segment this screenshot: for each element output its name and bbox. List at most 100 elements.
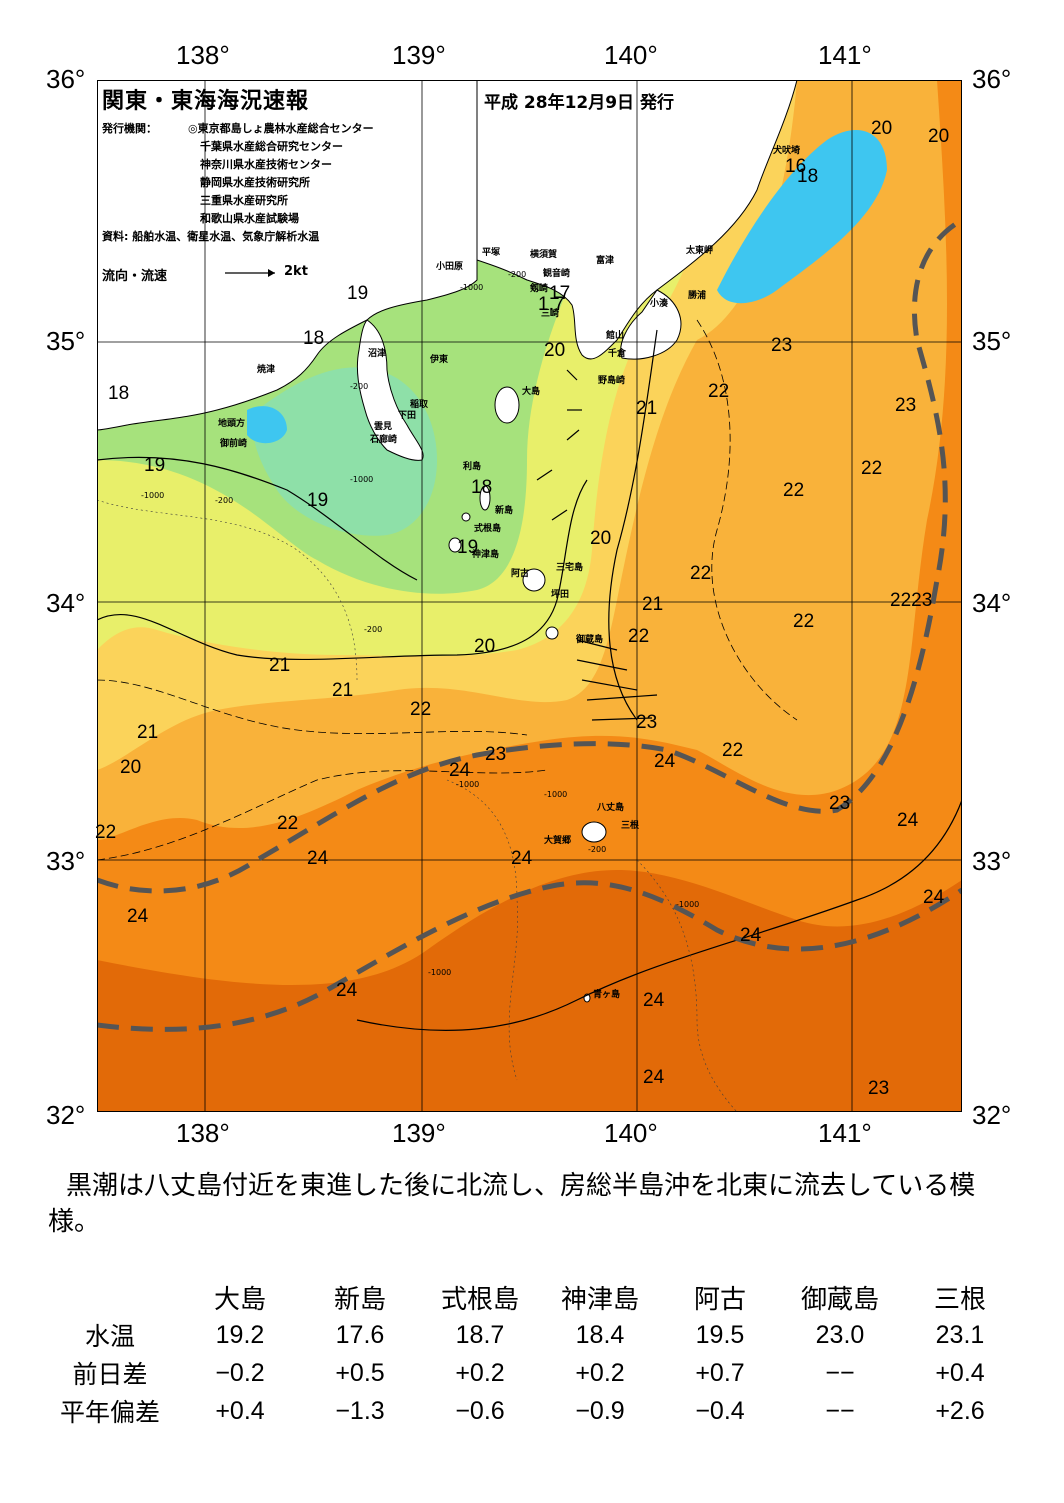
lat-label-32-left: 32° [46, 1100, 86, 1130]
depth-label: -200 [350, 382, 369, 391]
column-header: 大島 [213, 1284, 266, 1315]
column-header: 御蔵島 [800, 1284, 879, 1315]
place-hachijojima: 八丈島 [597, 803, 625, 813]
place-shikinejima: 式根島 [474, 524, 502, 534]
publisher-2: 千葉県水産総合研究センター [200, 140, 343, 153]
row-header: 前日差 [72, 1360, 148, 1389]
depth-label: -1000 [350, 475, 374, 484]
place-mitsune: 三根 [621, 821, 640, 831]
lat-label-33-left: 33° [46, 846, 86, 876]
temp-label: 20 [871, 118, 893, 139]
lon-label-139-bottom: 139° [392, 1118, 446, 1148]
island-miyakejima [522, 568, 546, 592]
column-header: 神津島 [560, 1284, 639, 1315]
zone-cold-izu [247, 406, 287, 444]
temp-label: 23 [829, 793, 851, 814]
temp-label: 23 [485, 744, 507, 765]
temp-label: 19 [144, 455, 166, 476]
current-arrow [591, 717, 653, 721]
island-shikinejima [461, 512, 471, 522]
table-cell: −0.4 [695, 1396, 745, 1425]
lat-label-36-right: 36° [972, 64, 1012, 94]
place-numazu: 沼津 [368, 349, 387, 359]
place-tateyama: 館山 [606, 331, 625, 341]
current-arrow [566, 429, 580, 441]
column-header: 阿古 [693, 1284, 746, 1315]
temp-label: 24 [307, 848, 329, 869]
place-nojimazaki: 野島崎 [598, 376, 626, 386]
temp-label: 22 [95, 822, 117, 843]
table-row: 水温 19.2 17.6 18.7 18.4 19.5 23.0 23.1 [40, 1316, 1020, 1354]
lat-label-32-right: 32° [972, 1100, 1012, 1130]
temp-label: 24 [127, 906, 149, 927]
temp-label: 20 [544, 340, 566, 361]
sea-temperature-map [97, 80, 962, 1112]
temp-label: 22 [277, 813, 299, 834]
lat-label-34-left: 34° [46, 588, 86, 618]
place-kominato: 小湊 [650, 299, 669, 309]
table-cell: −0.2 [215, 1358, 265, 1387]
place-tsubota: 坪田 [551, 590, 570, 600]
temp-label: 2223 [890, 590, 933, 611]
current-arrow [581, 679, 638, 691]
table-cell: 19.2 [215, 1320, 265, 1349]
publisher-1: ◎東京都島しょ農林水産総合センター [188, 122, 374, 135]
place-ako: 阿古 [511, 569, 530, 579]
table-cell: 23.0 [815, 1320, 865, 1349]
island-hachijojima [581, 821, 607, 843]
temp-label: 24 [336, 980, 358, 1001]
column-header: 式根島 [440, 1284, 519, 1315]
depth-label: -1000 [456, 780, 480, 789]
temp-label: 22 [690, 563, 712, 584]
place-niijima: 新島 [495, 506, 514, 516]
place-jitogata: 地頭方 [218, 419, 246, 429]
temp-label: 24 [654, 751, 676, 772]
isotherm-20-solid [97, 479, 588, 661]
temp-label: 24 [511, 848, 533, 869]
isotherm-21 [608, 329, 658, 721]
table-cell: +0.4 [935, 1358, 985, 1387]
temp-label: 22 [708, 381, 730, 402]
place-omaezaki: 御前崎 [220, 439, 248, 449]
temp-label: 17 [549, 283, 571, 304]
table-corner [40, 1278, 180, 1316]
map-title: 関東・東海海況速報 [102, 89, 310, 114]
lat-label-36-left: 36° [46, 64, 86, 94]
temp-label: 24 [643, 990, 665, 1011]
temp-label: 19 [457, 537, 479, 558]
temp-label: 22 [793, 611, 815, 632]
temp-label: 21 [642, 594, 664, 615]
temp-label: 22 [410, 699, 432, 720]
summary-text: 黒潮は八丈島付近を東進した後に北流し、房総半島沖を北東に流去している模様。 [48, 1171, 976, 1237]
depth-label: -1000 [141, 491, 165, 500]
place-kannonzaki: 観音崎 [543, 269, 571, 279]
temp-label: 18 [471, 477, 493, 498]
table-cell: +0.2 [455, 1358, 505, 1387]
temp-label: 24 [897, 810, 919, 831]
table-cell: −0.9 [575, 1396, 625, 1425]
temp-label: 24 [643, 1067, 665, 1088]
depth-label: -1000 [544, 790, 568, 799]
place-shimoda: 下田 [398, 411, 417, 421]
row-header: 水温 [84, 1322, 135, 1351]
publisher-label: 発行機関： [102, 122, 157, 135]
island-niijima [479, 485, 491, 511]
temp-label: 16 [785, 156, 807, 177]
place-ito: 伊東 [430, 355, 449, 365]
depth-label: -1000 [676, 900, 700, 909]
temp-label: 19 [307, 490, 329, 511]
temp-label: 21 [636, 398, 658, 419]
land-honshu [97, 80, 478, 431]
temp-label: 22 [722, 740, 744, 761]
table-cell: −0.6 [455, 1396, 505, 1425]
place-yaizu: 焼津 [257, 365, 276, 375]
depth-label: -200 [508, 270, 527, 279]
publisher-4: 静岡県水産技術研究所 [200, 176, 310, 189]
publisher-5: 三重県水産研究所 [200, 194, 288, 207]
table-row: 前日差 −0.2 +0.5 +0.2 +0.2 +0.7 −− +0.4 [40, 1354, 1020, 1392]
land-izu-peninsula [356, 319, 424, 461]
isotherm-24-south [356, 799, 962, 1031]
place-tsurugizaki: 剱崎 [530, 284, 549, 294]
current-arrow [566, 369, 578, 381]
depth-contour-b [446, 779, 518, 1081]
